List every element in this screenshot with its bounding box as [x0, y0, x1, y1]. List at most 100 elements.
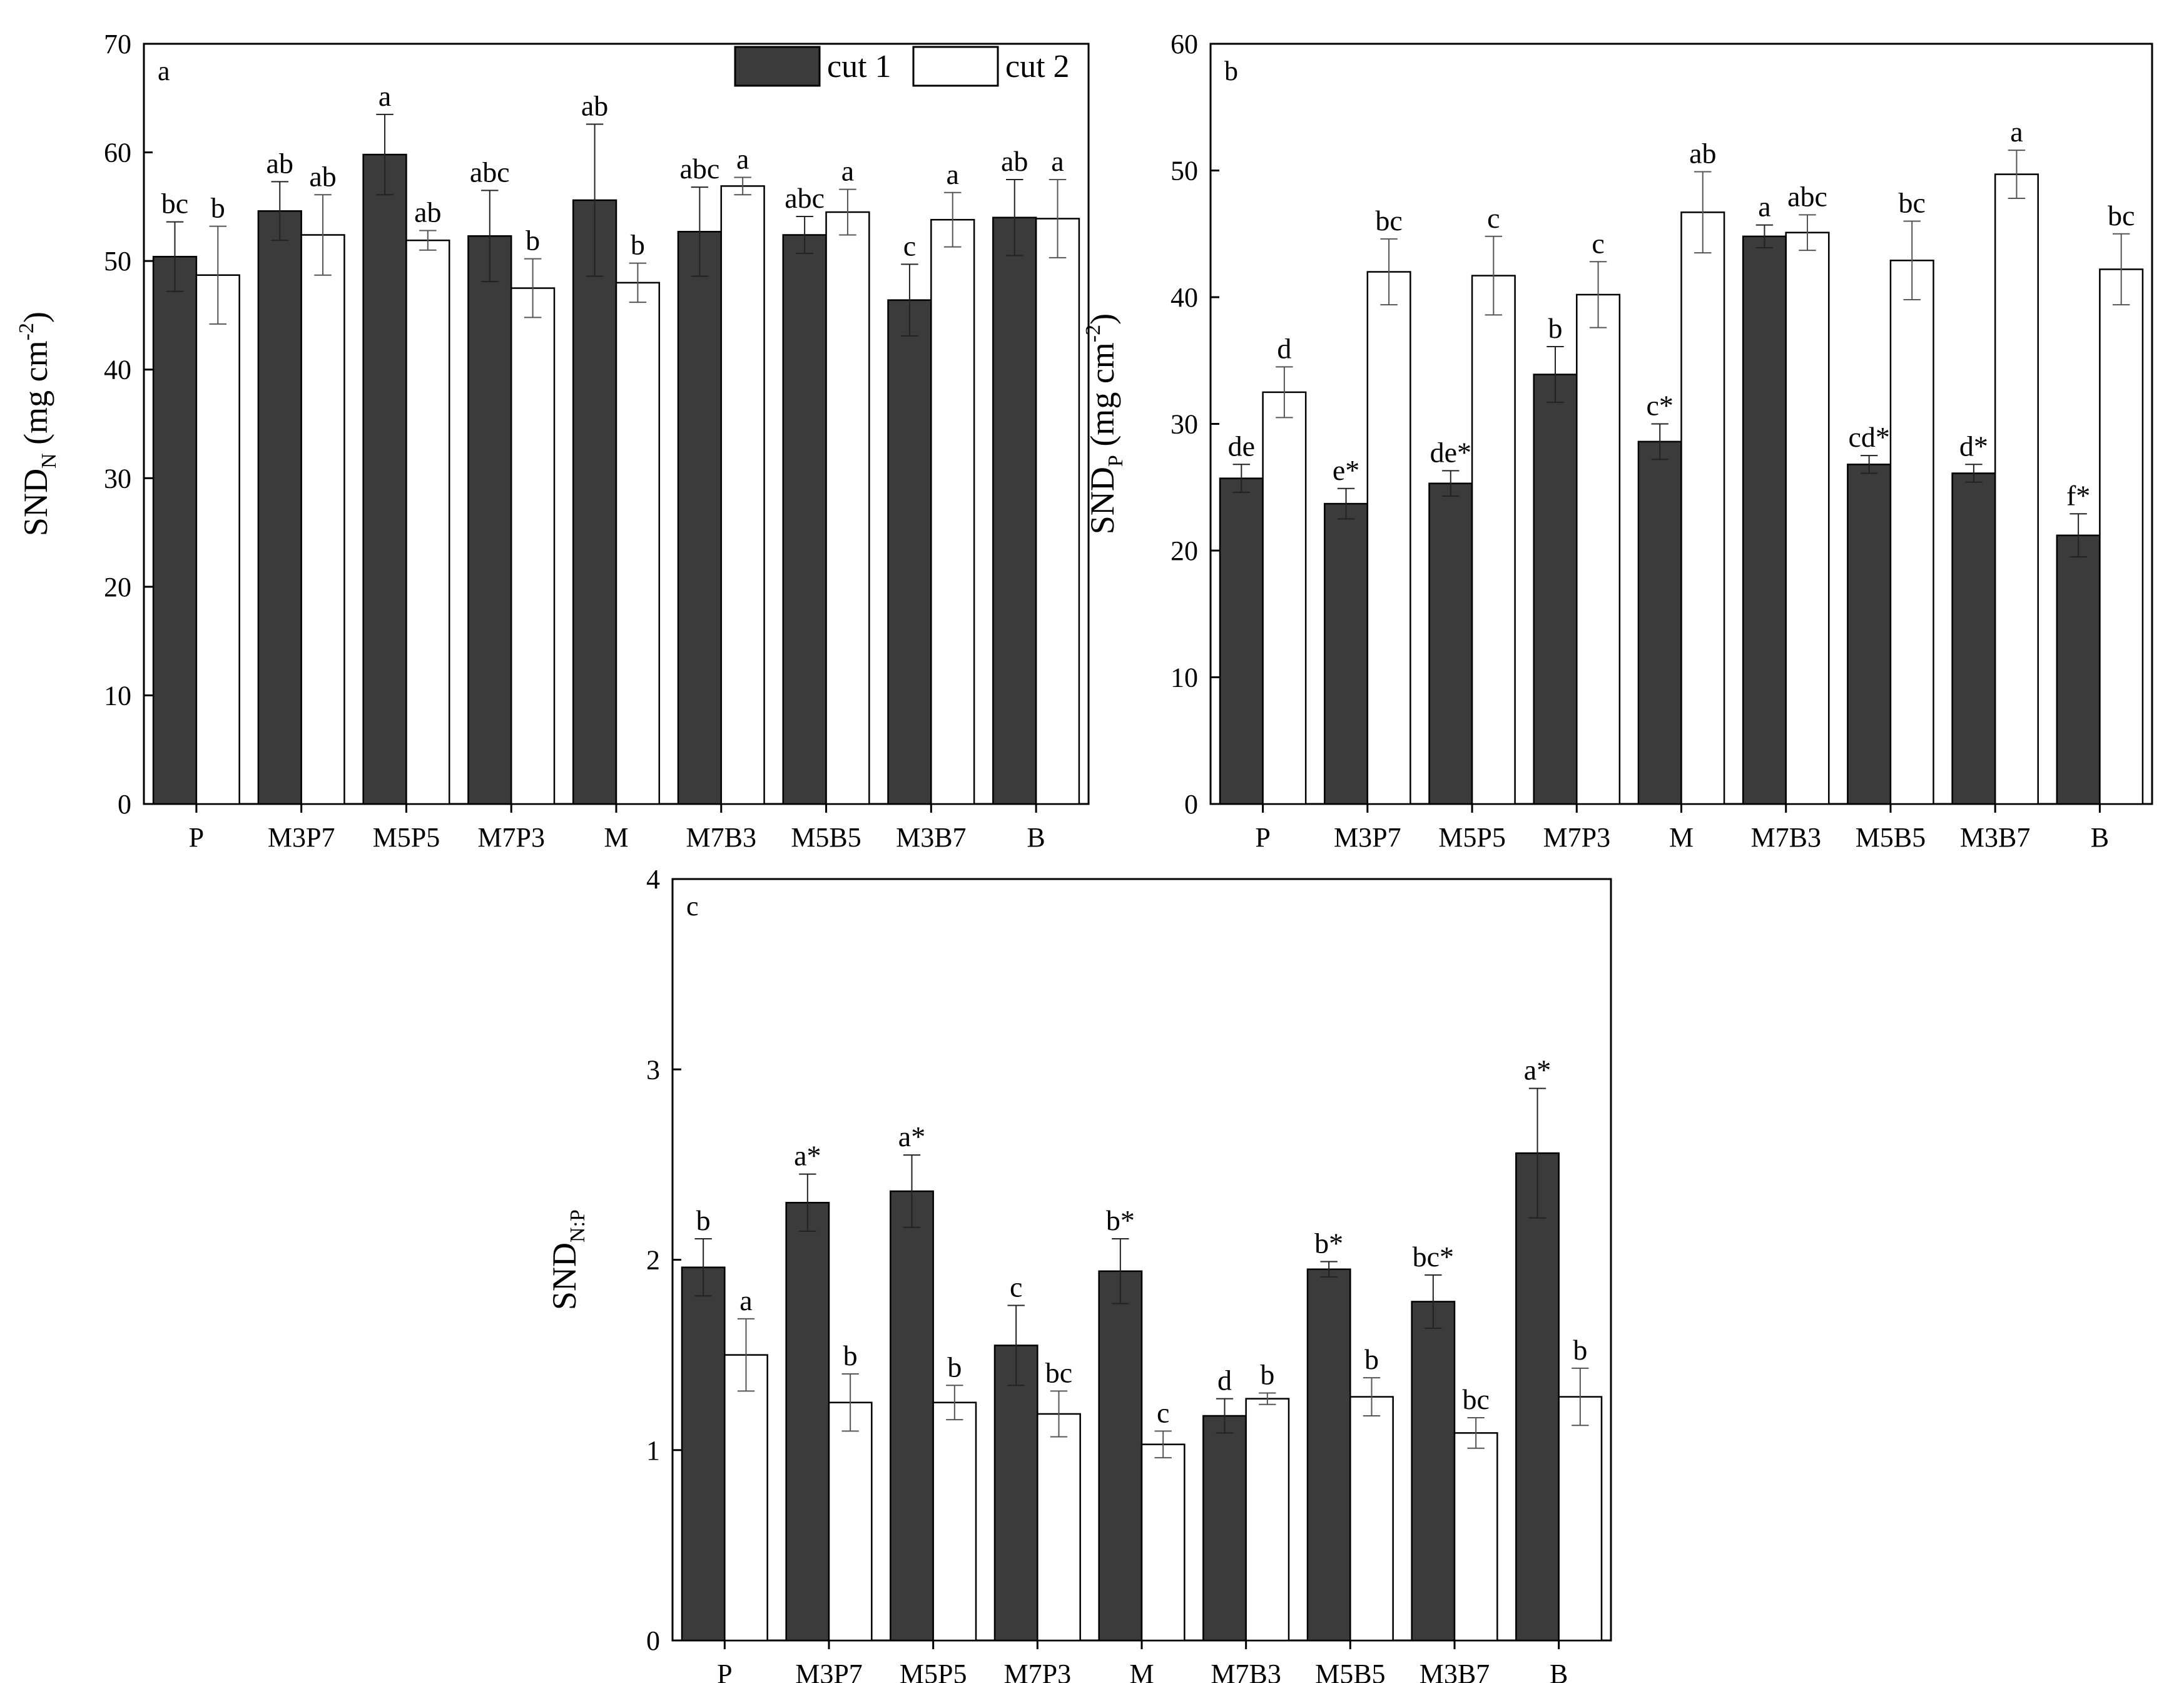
x-tick-label: M5B5 — [791, 822, 861, 853]
x-tick-label: M7P3 — [477, 822, 545, 853]
significance-label: abc — [470, 156, 510, 188]
y-axis-title-sub: P — [1104, 455, 1127, 467]
bar-cut2 — [1889, 260, 1934, 805]
y-tick-label: 40 — [1171, 282, 1198, 313]
significance-label: b — [1573, 1334, 1587, 1366]
bar-cut1 — [1098, 1270, 1143, 1642]
bar-cut1 — [1324, 502, 1369, 805]
panel-label: b — [1224, 56, 1238, 86]
x-tick-label: P — [189, 822, 204, 853]
x-tick-label: M3P7 — [268, 822, 335, 853]
y-axis-title: SNDP (mg cm-2) — [1082, 313, 1127, 534]
x-tick-label: M5B5 — [1856, 822, 1926, 853]
significance-label: bc — [1045, 1356, 1072, 1388]
bar-cut1 — [1637, 440, 1682, 805]
x-tick-label: M7B3 — [686, 822, 756, 853]
legend-label: cut 1 — [827, 49, 891, 84]
significance-label: c — [1592, 227, 1604, 259]
x-tick-label: M5P5 — [1438, 822, 1506, 853]
bar-cut2 — [932, 1401, 977, 1642]
y-tick-label: 1 — [646, 1435, 660, 1466]
significance-label: a — [378, 80, 391, 112]
legend-swatch-cut1 — [734, 46, 821, 87]
significance-label: abc — [785, 182, 825, 214]
significance-label: abc — [1787, 180, 1827, 212]
significance-label: bc — [161, 188, 188, 220]
y-tick-label: 4 — [646, 864, 660, 895]
bar-cut2 — [825, 211, 870, 805]
significance-label: ab — [1001, 145, 1028, 177]
bar-cut1 — [257, 210, 302, 805]
significance-label: bc — [1462, 1383, 1489, 1415]
significance-label: ab — [414, 196, 441, 228]
bar-cut1 — [1428, 482, 1473, 805]
y-tick-label: 30 — [1171, 409, 1198, 440]
significance-label: abc — [679, 153, 719, 185]
x-tick-label: M3B7 — [896, 822, 966, 853]
significance-label: b — [1364, 1343, 1379, 1375]
y-axis-title-unit-close: ) — [1084, 313, 1121, 325]
significance-label: a — [1758, 191, 1770, 223]
bar-cut1 — [1515, 1152, 1560, 1642]
bar-cut2 — [300, 234, 345, 805]
significance-label: a* — [898, 1121, 925, 1152]
x-tick-label: M — [1669, 822, 1694, 853]
y-tick-label: 40 — [104, 355, 131, 385]
significance-label: c* — [1647, 390, 1674, 422]
x-tick-label: M — [604, 822, 628, 853]
significance-label: a — [739, 1284, 752, 1316]
significance-label: c — [1010, 1271, 1022, 1303]
bar-cut2 — [2099, 268, 2144, 805]
significance-label: de* — [1430, 436, 1471, 468]
significance-label: de — [1228, 430, 1255, 462]
significance-label: b — [1260, 1358, 1274, 1390]
panel-label: a — [158, 56, 170, 86]
significance-label: b — [211, 192, 225, 224]
bar-cut1 — [1306, 1268, 1351, 1642]
y-tick-label: 60 — [1171, 29, 1198, 59]
y-axis-title-unit-sup: -2 — [1082, 325, 1105, 342]
significance-label: c — [1487, 202, 1500, 234]
significance-label: ab — [581, 89, 608, 121]
bar-cut1 — [1847, 464, 1892, 805]
x-tick-label: P — [717, 1659, 732, 1683]
x-tick-label: M7B3 — [1211, 1659, 1281, 1683]
significance-label: a — [1051, 145, 1064, 177]
y-axis-title-main: SND — [546, 1243, 583, 1310]
bar-cut1 — [1219, 477, 1264, 805]
bar-cut2 — [1680, 211, 1725, 805]
bar-cut1 — [785, 1201, 830, 1642]
significance-label: d — [1277, 332, 1291, 364]
y-tick-label: 0 — [1184, 789, 1198, 820]
significance-label: f* — [2066, 479, 2090, 511]
significance-label: ab — [267, 147, 293, 179]
significance-label: b — [631, 229, 645, 261]
significance-label: a — [2010, 116, 2023, 148]
x-tick-label: P — [1255, 822, 1270, 853]
y-axis-title: SNDN:P — [546, 1209, 589, 1310]
y-tick-label: 3 — [646, 1054, 660, 1085]
y-axis-title-sub: N — [38, 453, 61, 469]
bar-cut2 — [1262, 391, 1307, 805]
y-tick-label: 50 — [104, 246, 131, 277]
y-axis-title-unit: (mg cm — [1084, 342, 1121, 455]
significance-label: a — [736, 143, 749, 175]
significance-label: b — [843, 1340, 858, 1371]
significance-label: bc — [1899, 187, 1926, 219]
y-tick-label: 50 — [1171, 156, 1198, 186]
bar-cut1 — [1533, 374, 1578, 805]
bar-cut2 — [720, 185, 765, 805]
bar-cut2 — [828, 1401, 873, 1642]
bar-cut2 — [724, 1354, 768, 1642]
significance-label: b* — [1106, 1204, 1135, 1236]
x-tick-label: M5B5 — [1315, 1659, 1385, 1683]
y-tick-label: 20 — [104, 572, 131, 603]
bar-cut1 — [677, 231, 723, 805]
significance-label: c — [903, 230, 916, 262]
x-tick-label: M3B7 — [1420, 1659, 1490, 1683]
y-axis-title-unit: (mg cm — [17, 340, 54, 453]
y-tick-label: 2 — [646, 1245, 660, 1276]
bar-cut1 — [1411, 1301, 1456, 1642]
legend-label: cut 2 — [1005, 49, 1070, 84]
